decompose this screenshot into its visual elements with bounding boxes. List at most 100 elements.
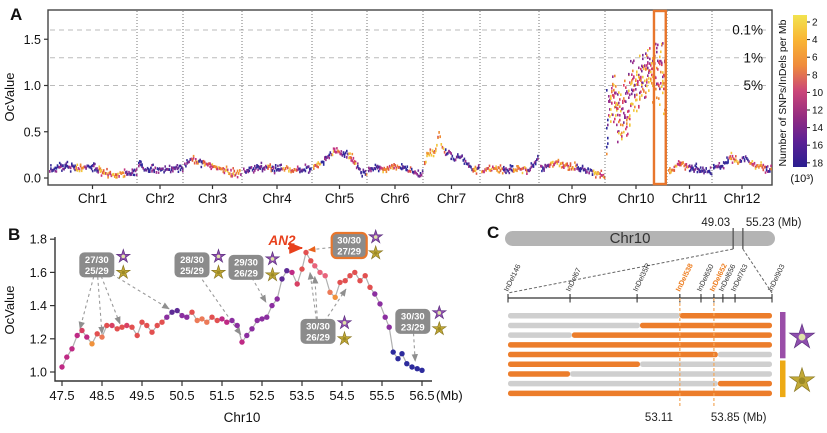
candidate-region-highlight xyxy=(652,9,667,186)
colorbar-tick-label: 10 xyxy=(812,88,824,99)
yellow-flower-group-bar xyxy=(780,360,786,398)
marker-label: InDel538 xyxy=(674,262,695,293)
data-point xyxy=(174,307,180,314)
svg-text:30/30: 30/30 xyxy=(306,321,330,332)
y-tick-label: 0.5 xyxy=(24,125,41,139)
data-point xyxy=(317,269,323,276)
svg-text:27/29: 27/29 xyxy=(337,247,361,258)
data-point xyxy=(139,319,145,325)
scatter-Chr4 xyxy=(243,161,312,175)
marker-label: InDel146 xyxy=(502,263,523,293)
colorbar-tick-label: 6 xyxy=(812,53,818,64)
svg-text:29/30: 29/30 xyxy=(234,257,258,268)
data-point xyxy=(104,322,110,329)
haplotype-row xyxy=(508,361,772,367)
data-point xyxy=(164,314,170,320)
data-point xyxy=(244,332,250,339)
threshold-label: 5% xyxy=(743,78,763,93)
y-axis-title: OcValue xyxy=(2,286,17,335)
data-point xyxy=(169,309,175,315)
svg-text:30/30: 30/30 xyxy=(401,311,425,322)
data-point xyxy=(214,317,220,324)
data-point xyxy=(308,258,314,264)
y-tick-label: 1.8 xyxy=(30,233,47,247)
x-tick-label: 54.5 xyxy=(329,388,354,403)
data-point xyxy=(322,273,328,279)
data-point xyxy=(209,314,215,320)
scatter-Chr10 xyxy=(606,42,667,156)
scatter-Chr3 xyxy=(184,154,242,179)
data-point xyxy=(159,319,165,325)
data-point xyxy=(390,349,396,355)
chrom-label: Chr11 xyxy=(672,191,708,206)
colorbar-tick-label: 12 xyxy=(812,106,824,117)
data-point xyxy=(274,296,280,302)
scatter-Chr8 xyxy=(481,154,539,175)
chrom-label: Chr7 xyxy=(437,191,466,206)
marker-label: InDel35R xyxy=(631,262,652,293)
region-end-label: 55.23 (Mb) xyxy=(746,217,802,229)
haplotype-row xyxy=(508,332,772,338)
data-point xyxy=(357,278,363,284)
data-point xyxy=(199,316,205,322)
data-point xyxy=(249,326,255,332)
colorbar-tick-label: 4 xyxy=(812,35,818,46)
y-tick-label: 1.2 xyxy=(30,332,47,346)
interval-left-label: 53.11 xyxy=(645,412,673,424)
x-tick-label: 51.5 xyxy=(209,388,234,403)
data-point xyxy=(89,341,95,347)
data-point xyxy=(409,364,415,370)
data-point xyxy=(69,346,75,352)
marker-label: InDel903 xyxy=(766,263,787,293)
chrom-label: Chr1 xyxy=(78,191,107,206)
data-point xyxy=(189,309,195,315)
x-tick-label: 55.5 xyxy=(369,388,394,403)
x-axis-title: Chr10 xyxy=(224,410,261,425)
colorbar-title: Number of SNPs/InDels per Mb xyxy=(777,19,789,166)
data-point xyxy=(312,263,318,269)
data-point xyxy=(342,278,348,284)
colorbar-tick-label: 18 xyxy=(812,158,824,169)
x-tick-label: 49.5 xyxy=(129,388,154,403)
data-point xyxy=(399,351,405,357)
colorbar-tick-label: 2 xyxy=(812,18,818,29)
scatter-Chr11 xyxy=(668,160,713,176)
data-point xyxy=(382,314,388,320)
svg-text:30/30: 30/30 xyxy=(337,236,361,247)
y-tick-label: 0.0 xyxy=(24,172,41,186)
haplotype-row xyxy=(508,371,772,377)
x-unit-label: (Mb) xyxy=(436,388,463,403)
data-point xyxy=(204,319,210,325)
data-point xyxy=(134,332,140,339)
chrom-label: Chr10 xyxy=(618,191,655,206)
x-tick-label: 53.5 xyxy=(289,388,314,403)
data-point xyxy=(99,334,105,340)
data-point xyxy=(184,314,190,320)
panel-b-chr10-zoom-chart: 1.0 1.2 1.4 1.6 1.8 OcValue 47.5 48.5 49.5 50.5 51… xyxy=(2,228,463,425)
y-tick-label: 1.0 xyxy=(24,79,41,93)
haplotype-row xyxy=(508,390,772,397)
chrom-label: Chr9 xyxy=(557,191,586,206)
threshold-label: 1% xyxy=(743,50,763,65)
data-point xyxy=(84,334,90,340)
data-point xyxy=(59,364,65,370)
data-point xyxy=(332,294,338,300)
svg-text:27/30: 27/30 xyxy=(85,255,109,266)
data-point xyxy=(74,332,80,339)
marker-label: InDel67 xyxy=(564,266,583,293)
data-point xyxy=(327,289,333,295)
colorbar xyxy=(793,15,807,167)
threshold-label: 0.1% xyxy=(732,23,763,38)
scatter-Chr12 xyxy=(713,151,772,174)
data-point xyxy=(362,273,368,279)
data-point xyxy=(367,284,373,290)
scatter-Chr2 xyxy=(138,160,184,174)
chrom-label: Chr5 xyxy=(325,191,354,206)
haplotype-row xyxy=(508,313,772,319)
zoom-connector-left xyxy=(507,248,734,294)
data-point xyxy=(124,322,130,329)
x-tick-label: 56.5 xyxy=(409,388,434,403)
y-tick-label: 1.5 xyxy=(24,33,41,47)
scatter-Chr7 xyxy=(424,131,480,175)
